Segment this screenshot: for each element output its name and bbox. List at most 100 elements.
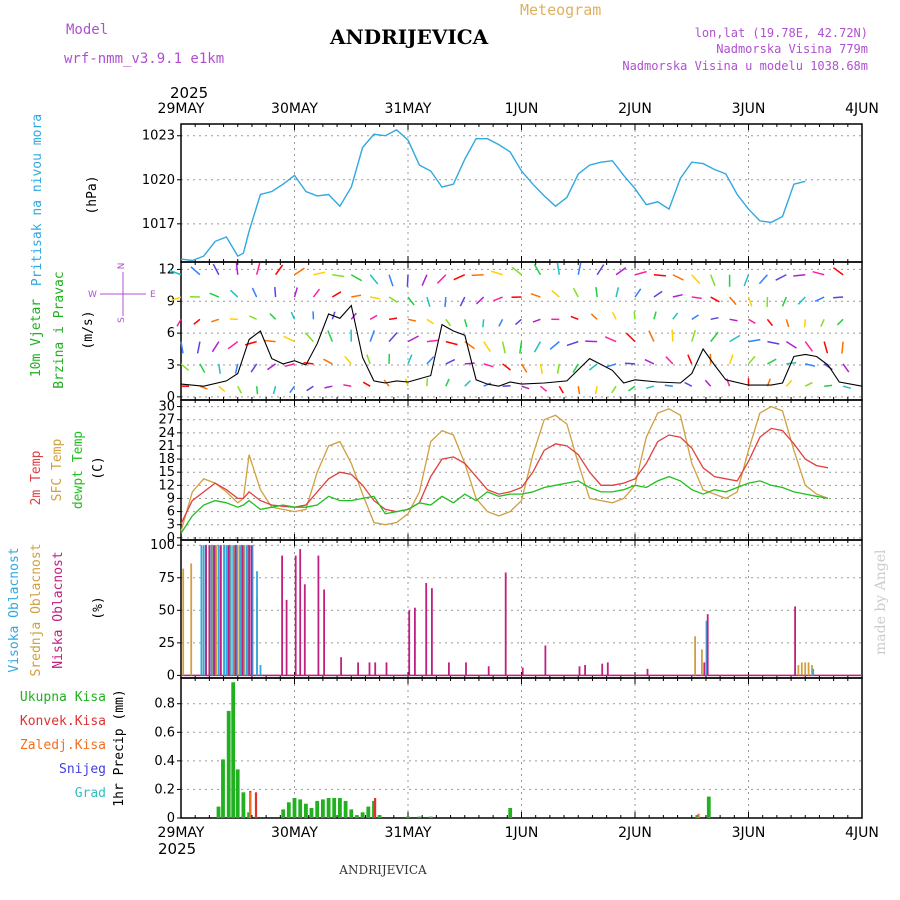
cloud-bar-high [235,545,238,676]
wind-barb [444,296,447,308]
cloud-bar-high [251,545,254,676]
wind-barb [369,274,379,285]
x-axis-labels-top: 29MAY 30MAY 31MAY 1JUN 2JUN 3JUN 4JUN [158,101,879,117]
wind-barb [407,296,415,306]
wind-barb [824,384,833,387]
wind-barb [566,340,579,347]
wind-barb [493,296,503,302]
y-tick-label: 6 [167,505,175,520]
cloud-bar-low [227,545,230,676]
wind-barb [785,379,793,387]
cloud-bar-high [705,620,708,676]
wind-barb [596,264,605,276]
wind-barb [793,273,806,277]
wind-barb [804,341,814,352]
wind-barb [234,363,239,374]
wind-barb [841,341,844,354]
cloud-bar-mid [230,545,232,676]
cloud-bar-low [487,666,490,676]
cloud-label-3: Niska Oblacnost [51,551,66,668]
wind-barb [266,363,277,371]
precip-bar-total [286,802,291,818]
wind-barb [628,385,636,392]
wind-barb [728,354,734,365]
wind-barb [370,296,381,300]
sfc-temp-line [180,405,829,532]
precip-bar-total [216,806,221,818]
wind-barb [539,385,548,392]
wind-barb [842,363,850,373]
wind-barb [502,363,511,371]
precip-bar-total [235,769,240,818]
y-tick-label: 6 [167,326,175,341]
wind-barb [577,262,582,275]
wind-barbs [169,262,851,395]
wind-barb [519,341,523,354]
cloud-bar-low [368,662,371,676]
year-top: 2025 [170,84,208,102]
x-label-top: 3JUN [732,101,766,117]
wind-barb [781,296,788,307]
wind-barb [570,315,579,321]
pressure-label: Pritisak na nivou mora [30,114,45,286]
y-tick-label: 25 [158,636,175,651]
wind-barb [785,340,797,349]
pressure-unit: (hPa) [85,175,100,214]
wind-barb [634,288,642,298]
cloud-bar-mid [215,545,217,676]
temp-unit: (C) [91,456,106,479]
cloud-bar-low [294,555,297,676]
precip-bar-total [338,798,342,818]
wind-barb [743,274,750,287]
x-label-top: 4JUN [845,101,879,117]
wind-barb [218,385,226,393]
wind-unit: (m/s) [81,310,96,349]
wind-barb [687,354,693,365]
cloud-bar-mid [243,545,246,676]
cloud-bar-low [794,606,796,676]
cloud-bar-mid [240,545,242,676]
cloud-bar-high [259,665,262,676]
cloud-bar-low [408,610,411,676]
wind-barb [388,332,398,343]
cloud-bar-low [385,662,388,676]
wind-barb [312,288,321,298]
wind-barb [672,312,679,320]
wind-barb [445,340,458,346]
station-title: ANDRIJEVICA [329,25,489,49]
wind-barb [289,385,296,394]
x-label-bottom: 1JUN [505,825,539,841]
temp-label-3: dewpt Temp [71,431,86,509]
y-tick-label: 0 [167,390,175,405]
wind-barb [445,318,452,327]
cloud-bar-high [217,545,220,676]
wind-barb [594,386,598,395]
cloud-bar-low [205,545,207,676]
wind-barb [235,262,239,275]
cloud-label-2: Srednja Oblacnost [29,543,44,676]
precip-bar-frz [697,813,700,818]
y-tick-label: 100 [150,538,175,553]
cloud-bar-high [202,545,205,676]
cloud-bar-low [248,545,251,676]
cloud-bar-mid [190,563,193,676]
precip-bar-total [241,792,246,818]
cloud-bar-high [200,545,203,676]
precip-bar-total [355,815,359,818]
wind-barb [255,386,259,395]
cloud-bar-high [232,545,235,676]
wind-barb [577,386,581,395]
x-label-top: 30MAY [271,101,318,117]
cloud-bar-mid [701,649,703,676]
wind-barb [758,274,768,285]
cloud-bar-low [706,614,709,676]
precip-legend-item: Ukupna Kisa [20,690,106,705]
wind-barb [249,315,257,321]
y-tick-label: 1020 [142,173,175,188]
cloud-bar-mid [211,545,214,676]
cloud-bar-low [317,555,320,676]
wind-barb [624,362,636,365]
wind-barb [804,381,813,387]
cloud-bar-high [210,545,213,676]
